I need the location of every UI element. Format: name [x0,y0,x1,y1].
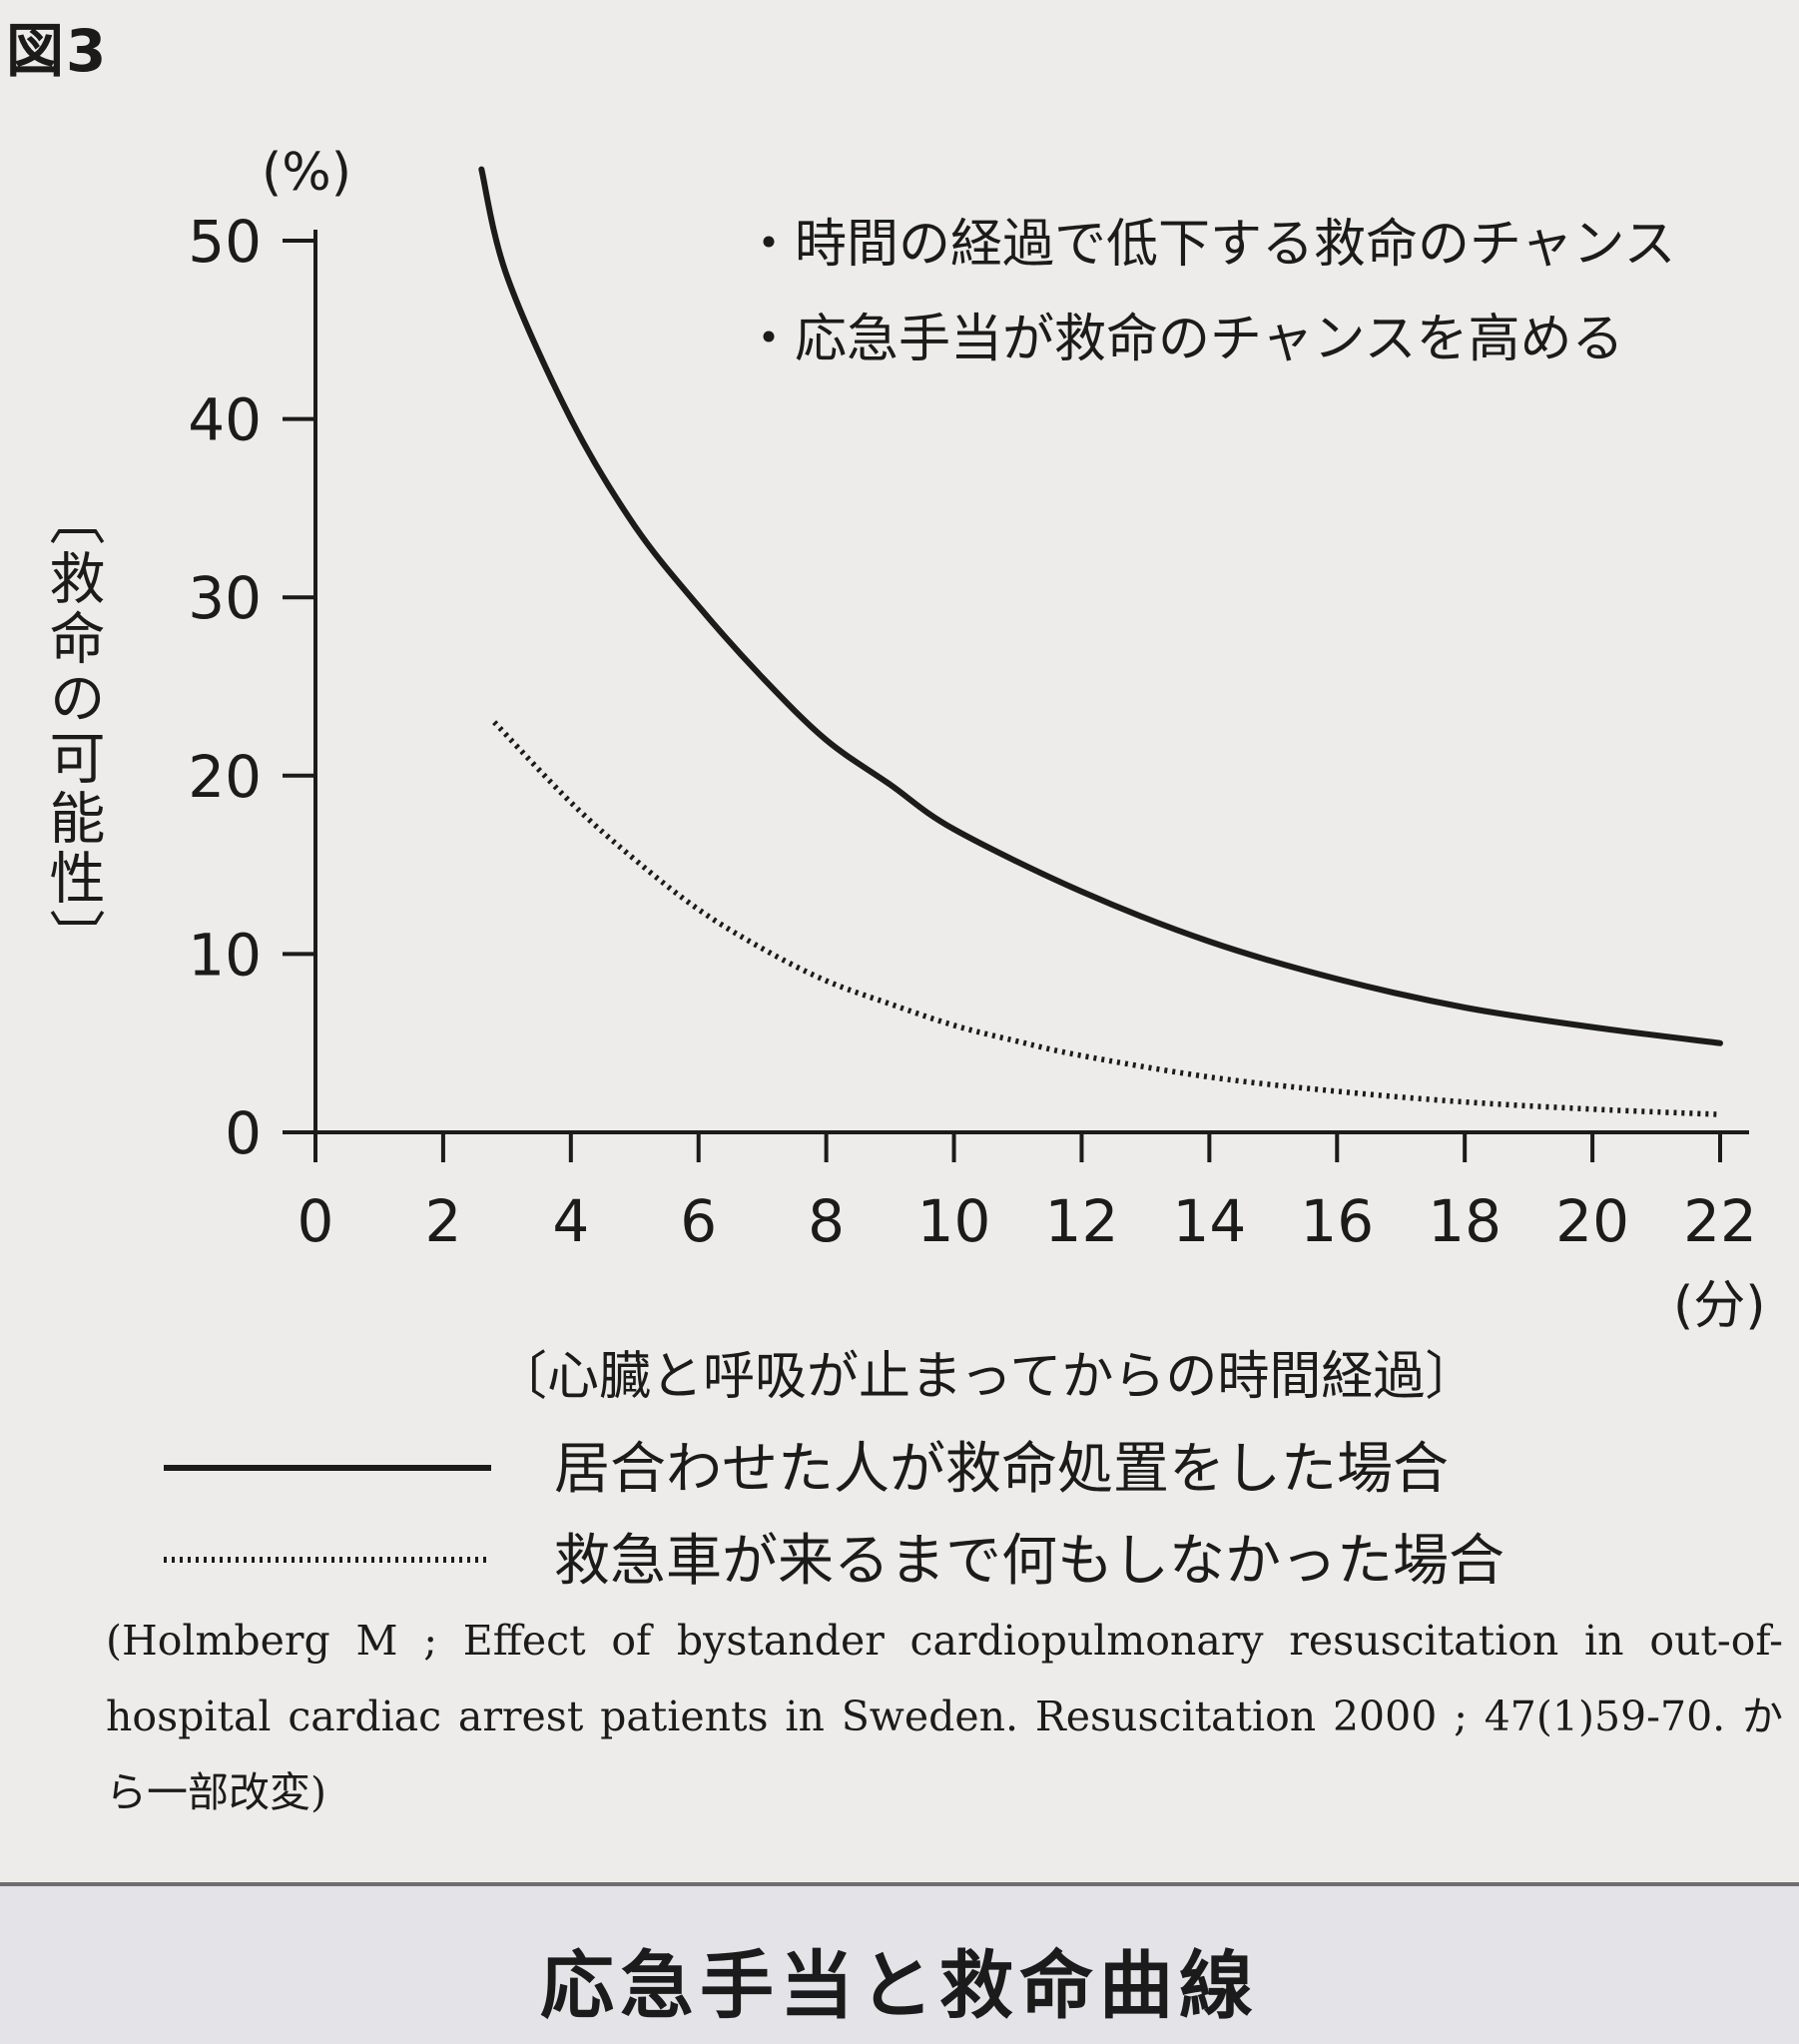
x-unit-label: (分) [1673,1276,1766,1336]
chart-note-2: ・応急手当が救命のチャンスを高める [743,310,1623,369]
y-tick-label: 40 [188,386,262,454]
divider [0,1882,1799,1886]
x-tick-label: 4 [552,1187,589,1255]
x-tick-label: 0 [298,1187,334,1255]
x-tick-label: 22 [1683,1187,1757,1255]
footer-bar: 応急手当と救命曲線 [0,1886,1799,2044]
figure-label: 図3 [6,17,109,85]
x-tick-label: 18 [1428,1187,1501,1255]
x-tick-label: 20 [1555,1187,1629,1255]
y-tick-label: 10 [188,921,262,989]
x-tick-label: 12 [1045,1187,1119,1255]
y-tick-label: 30 [188,564,262,632]
x-tick-label: 2 [424,1187,461,1255]
figure-panel: 図3 0 10 20 30 40 50 0 2 4 6 8 10 12 14 16 18 20 22 (%) (… [6,17,1783,1816]
y-ticks: 0 10 20 30 40 50 [188,208,315,1167]
legend-label-dotted: 救急車が来るまで何もしなかった場合 [554,1529,1504,1594]
x-axis-label: 〔心臓と呼吸が止まってからの時間経過〕 [495,1347,1477,1407]
y-tick-label: 20 [188,743,262,811]
chart-note-1: ・時間の経過で低下する救命のチャンス [743,215,1675,275]
x-tick-label: 10 [917,1187,991,1255]
x-tick-label: 6 [680,1187,717,1255]
citation: (Holmberg M ; Effect of bystander cardio… [106,1617,1783,1816]
series-line-bystander-cpr [478,166,1723,1046]
y-tick-label: 0 [225,1099,262,1167]
legend-label-solid: 居合わせた人が救命処置をした場合 [554,1437,1449,1502]
y-axis-label: 〔救命の可能性〕 [40,489,105,969]
chart-legend: 居合わせた人が救命処置をした場合 救急車が来るまで何もしなかった場合 [164,1437,1504,1594]
chart-curves [478,166,1723,1117]
chart-axes [313,230,1749,1134]
footer-title: 応急手当と救命曲線 [540,1943,1259,2029]
y-unit-label: (%) [262,143,351,203]
x-tick-label: 14 [1172,1187,1246,1255]
y-tick-label: 50 [188,208,262,276]
x-ticks: 0 2 4 6 8 10 12 14 16 18 20 22 [298,1132,1757,1255]
x-tick-label: 16 [1300,1187,1374,1255]
x-tick-label: 8 [808,1187,845,1255]
series-line-no-action [492,720,1721,1117]
